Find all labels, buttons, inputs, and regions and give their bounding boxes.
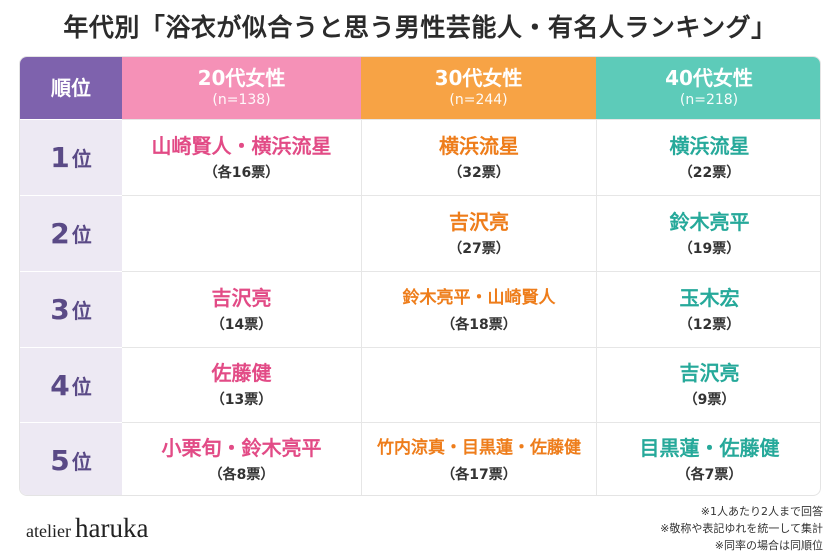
cell-2-20s — [122, 195, 361, 271]
header-rank-label: 順位 — [51, 76, 91, 100]
rank-unit: 位 — [71, 449, 92, 474]
brand-name: haruka — [74, 513, 149, 543]
celebrity-name: 吉沢亮 — [679, 361, 740, 385]
cell-3-20s: 吉沢亮 （14票） — [122, 271, 361, 347]
vote-count: （14票） — [210, 316, 273, 333]
vote-count: （各7票） — [676, 467, 743, 483]
header-30s: 30代女性 (n=244) — [361, 57, 596, 119]
celebrity-name: 山崎賢人・横浜流星 — [151, 133, 332, 158]
page-title: 年代別「浴衣が似合うと思う男性芸能人・有名人ランキング」 — [63, 13, 777, 42]
celebrity-name: 目黒蓮・佐藤健 — [639, 436, 780, 460]
cell-5-30s: 竹内涼真・目黒蓮・佐藤健 （各17票） — [361, 422, 596, 495]
celebrity-name: 鈴木亮平 — [669, 209, 750, 234]
vote-count: （27票） — [448, 240, 510, 257]
header-40s: 40代女性 (n=218) — [596, 57, 820, 119]
rank-number: 1 — [50, 141, 70, 174]
header-30s-n: (n=244) — [449, 92, 508, 108]
vote-count: （19票） — [678, 240, 741, 257]
cell-1-40s: 横浜流星 （22票） — [596, 119, 820, 195]
rank-unit: 位 — [71, 374, 92, 399]
header-30s-label: 30代女性 — [434, 66, 523, 90]
header-rank: 順位 — [20, 57, 122, 119]
brand-logo: atelier haruka — [26, 513, 148, 544]
header-40s-label: 40代女性 — [665, 66, 753, 90]
vote-count: （各18票） — [441, 316, 517, 333]
footnote: ※1人あたり2人まで回答 — [700, 505, 823, 518]
celebrity-name: 小栗旬・鈴木亮平 — [161, 436, 322, 460]
rank-number: 3 — [50, 293, 70, 326]
brand-prefix: atelier — [26, 521, 71, 541]
vote-count: （各8票） — [208, 467, 275, 483]
cell-1-30s: 横浜流星 （32票） — [361, 119, 596, 195]
celebrity-name: 竹内涼真・目黒蓮・佐藤健 — [377, 438, 581, 458]
cell-5-20s: 小栗旬・鈴木亮平 （各8票） — [122, 422, 361, 495]
vote-count: （各16票） — [203, 164, 280, 181]
celebrity-name: 横浜流星 — [669, 133, 750, 158]
vote-count: （9票） — [683, 392, 736, 408]
rank-number: 5 — [50, 443, 70, 477]
vote-count: （22票） — [678, 164, 741, 181]
footnotes: ※1人あたり2人まで回答 ※敬称や表記ゆれを統一して集計 ※同率の場合は同順位 — [563, 503, 823, 554]
rank-number: 2 — [50, 217, 70, 250]
cell-2-40s: 鈴木亮平 （19票） — [596, 195, 820, 271]
vote-count: （12票） — [678, 316, 741, 333]
celebrity-name: 鈴木亮平・山崎賢人 — [402, 287, 556, 308]
vote-count: （13票） — [210, 392, 273, 408]
cell-4-20s: 佐藤健 （13票） — [122, 347, 361, 422]
vote-count: （32票） — [448, 164, 510, 181]
celebrity-name: 吉沢亮 — [211, 285, 272, 310]
rank-number: 4 — [50, 368, 70, 402]
cell-2-30s: 吉沢亮 （27票） — [361, 195, 596, 271]
celebrity-name: 玉木宏 — [679, 285, 740, 310]
ranking-table: 順位 20代女性 (n=138) 30代女性 (n=244) 40代女性 (n=… — [19, 56, 821, 496]
cell-1-20s: 山崎賢人・横浜流星 （各16票） — [122, 119, 361, 195]
celebrity-name: 佐藤健 — [211, 361, 272, 385]
celebrity-name: 横浜流星 — [439, 133, 519, 158]
celebrity-name: 吉沢亮 — [449, 209, 509, 234]
cell-5-40s: 目黒蓮・佐藤健 （各7票） — [596, 422, 820, 495]
header-40s-n: (n=218) — [679, 92, 739, 108]
rank-unit: 位 — [71, 147, 92, 171]
cell-4-40s: 吉沢亮 （9票） — [596, 347, 820, 422]
vote-count: （各17票） — [441, 467, 517, 483]
rank-unit: 位 — [71, 299, 92, 323]
header-20s: 20代女性 (n=138) — [122, 57, 361, 119]
header-20s-n: (n=138) — [212, 92, 271, 108]
header-20s-label: 20代女性 — [197, 66, 286, 90]
footnote: ※敬称や表記ゆれを統一して集計 — [660, 522, 823, 535]
cell-3-40s: 玉木宏 （12票） — [596, 271, 820, 347]
rank-unit: 位 — [71, 223, 92, 247]
cell-3-30s: 鈴木亮平・山崎賢人 （各18票） — [361, 271, 596, 347]
cell-4-30s — [361, 347, 596, 422]
footnote: ※同率の場合は同順位 — [714, 539, 823, 552]
